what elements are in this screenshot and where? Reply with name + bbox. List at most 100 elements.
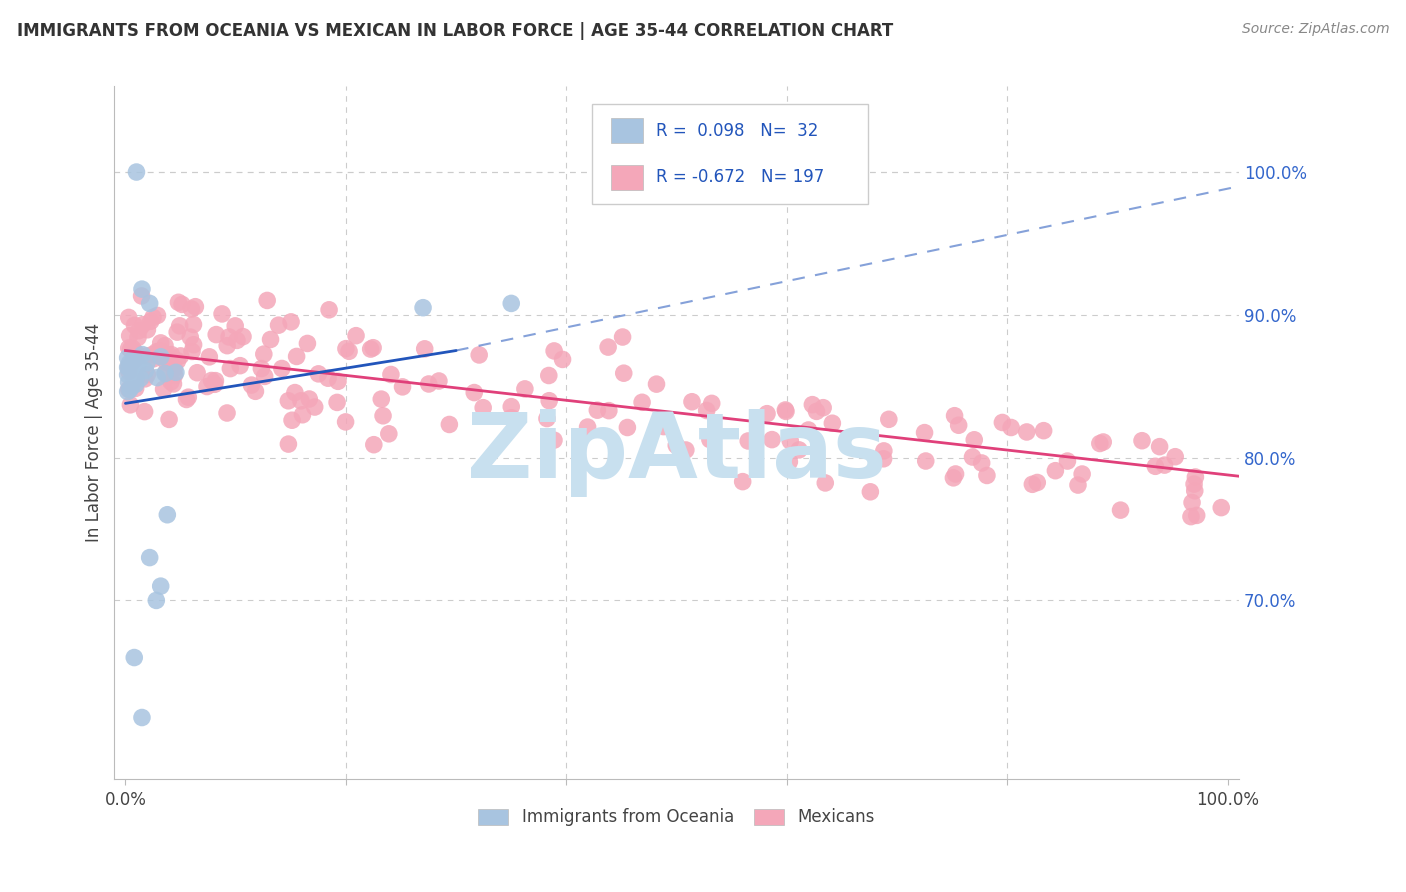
- Point: [136, 323, 159, 337]
- Point: [124, 381, 146, 395]
- Point: [291, 408, 314, 422]
- Point: [183, 337, 205, 351]
- Point: [167, 295, 190, 310]
- Point: [361, 341, 384, 355]
- Point: [538, 393, 561, 408]
- Point: [118, 382, 141, 396]
- Point: [122, 368, 145, 383]
- Point: [124, 318, 146, 333]
- Point: [232, 329, 254, 343]
- Point: [229, 359, 252, 373]
- Point: [253, 347, 276, 361]
- Point: [675, 442, 697, 457]
- Point: [756, 407, 779, 421]
- Point: [1045, 464, 1067, 478]
- Point: [131, 282, 153, 296]
- Point: [413, 342, 436, 356]
- Point: [125, 345, 148, 359]
- Point: [412, 301, 434, 315]
- Point: [245, 384, 267, 399]
- Point: [598, 403, 620, 417]
- Point: [226, 334, 249, 348]
- Point: [117, 368, 139, 382]
- Point: [121, 379, 143, 393]
- Point: [616, 420, 638, 434]
- Point: [731, 475, 754, 489]
- Point: [118, 365, 141, 379]
- Point: [169, 318, 191, 333]
- Point: [129, 371, 152, 385]
- Point: [576, 420, 599, 434]
- Point: [1181, 495, 1204, 509]
- Point: [224, 318, 246, 333]
- Point: [859, 484, 882, 499]
- Text: ZipAtlas: ZipAtlas: [467, 409, 886, 498]
- Point: [586, 403, 609, 417]
- Point: [1130, 434, 1153, 448]
- Point: [307, 367, 329, 381]
- Point: [801, 398, 824, 412]
- Point: [121, 342, 143, 356]
- Point: [380, 368, 402, 382]
- Point: [198, 350, 221, 364]
- Point: [1184, 483, 1206, 498]
- Point: [873, 443, 896, 458]
- Point: [142, 351, 165, 366]
- Point: [121, 355, 143, 369]
- Point: [811, 401, 834, 415]
- Point: [131, 347, 153, 361]
- Point: [948, 418, 970, 433]
- Point: [118, 341, 141, 355]
- Point: [1109, 503, 1132, 517]
- Point: [1000, 420, 1022, 434]
- Point: [991, 416, 1014, 430]
- Point: [290, 393, 312, 408]
- Point: [256, 293, 278, 308]
- Point: [118, 360, 141, 375]
- Point: [149, 350, 172, 364]
- Point: [280, 315, 302, 329]
- Point: [145, 593, 167, 607]
- Point: [169, 349, 191, 363]
- Point: [215, 406, 238, 420]
- Point: [149, 344, 172, 359]
- Point: [146, 309, 169, 323]
- Point: [170, 297, 193, 311]
- Point: [391, 380, 413, 394]
- Point: [1149, 440, 1171, 454]
- Point: [536, 411, 558, 425]
- Point: [177, 390, 200, 404]
- Point: [117, 384, 139, 399]
- Point: [1032, 424, 1054, 438]
- Point: [551, 352, 574, 367]
- Point: [253, 369, 276, 384]
- Point: [962, 450, 984, 464]
- Point: [463, 385, 485, 400]
- Point: [200, 374, 222, 388]
- Point: [1026, 475, 1049, 490]
- Point: [267, 318, 290, 333]
- Point: [131, 710, 153, 724]
- Point: [665, 438, 688, 452]
- Point: [163, 368, 186, 383]
- Point: [124, 368, 146, 383]
- Point: [131, 289, 153, 303]
- Point: [696, 403, 718, 417]
- Point: [118, 310, 141, 325]
- Point: [775, 403, 797, 417]
- Point: [250, 361, 273, 376]
- Point: [360, 342, 382, 356]
- Point: [1211, 500, 1233, 515]
- Point: [1021, 477, 1043, 491]
- Point: [211, 307, 233, 321]
- Point: [155, 355, 177, 369]
- Point: [284, 385, 307, 400]
- Point: [1182, 477, 1205, 491]
- Point: [612, 330, 634, 344]
- Point: [217, 339, 239, 353]
- Point: [128, 324, 150, 338]
- Point: [787, 442, 810, 457]
- Point: [124, 377, 146, 392]
- Point: [160, 375, 183, 389]
- Point: [737, 434, 759, 448]
